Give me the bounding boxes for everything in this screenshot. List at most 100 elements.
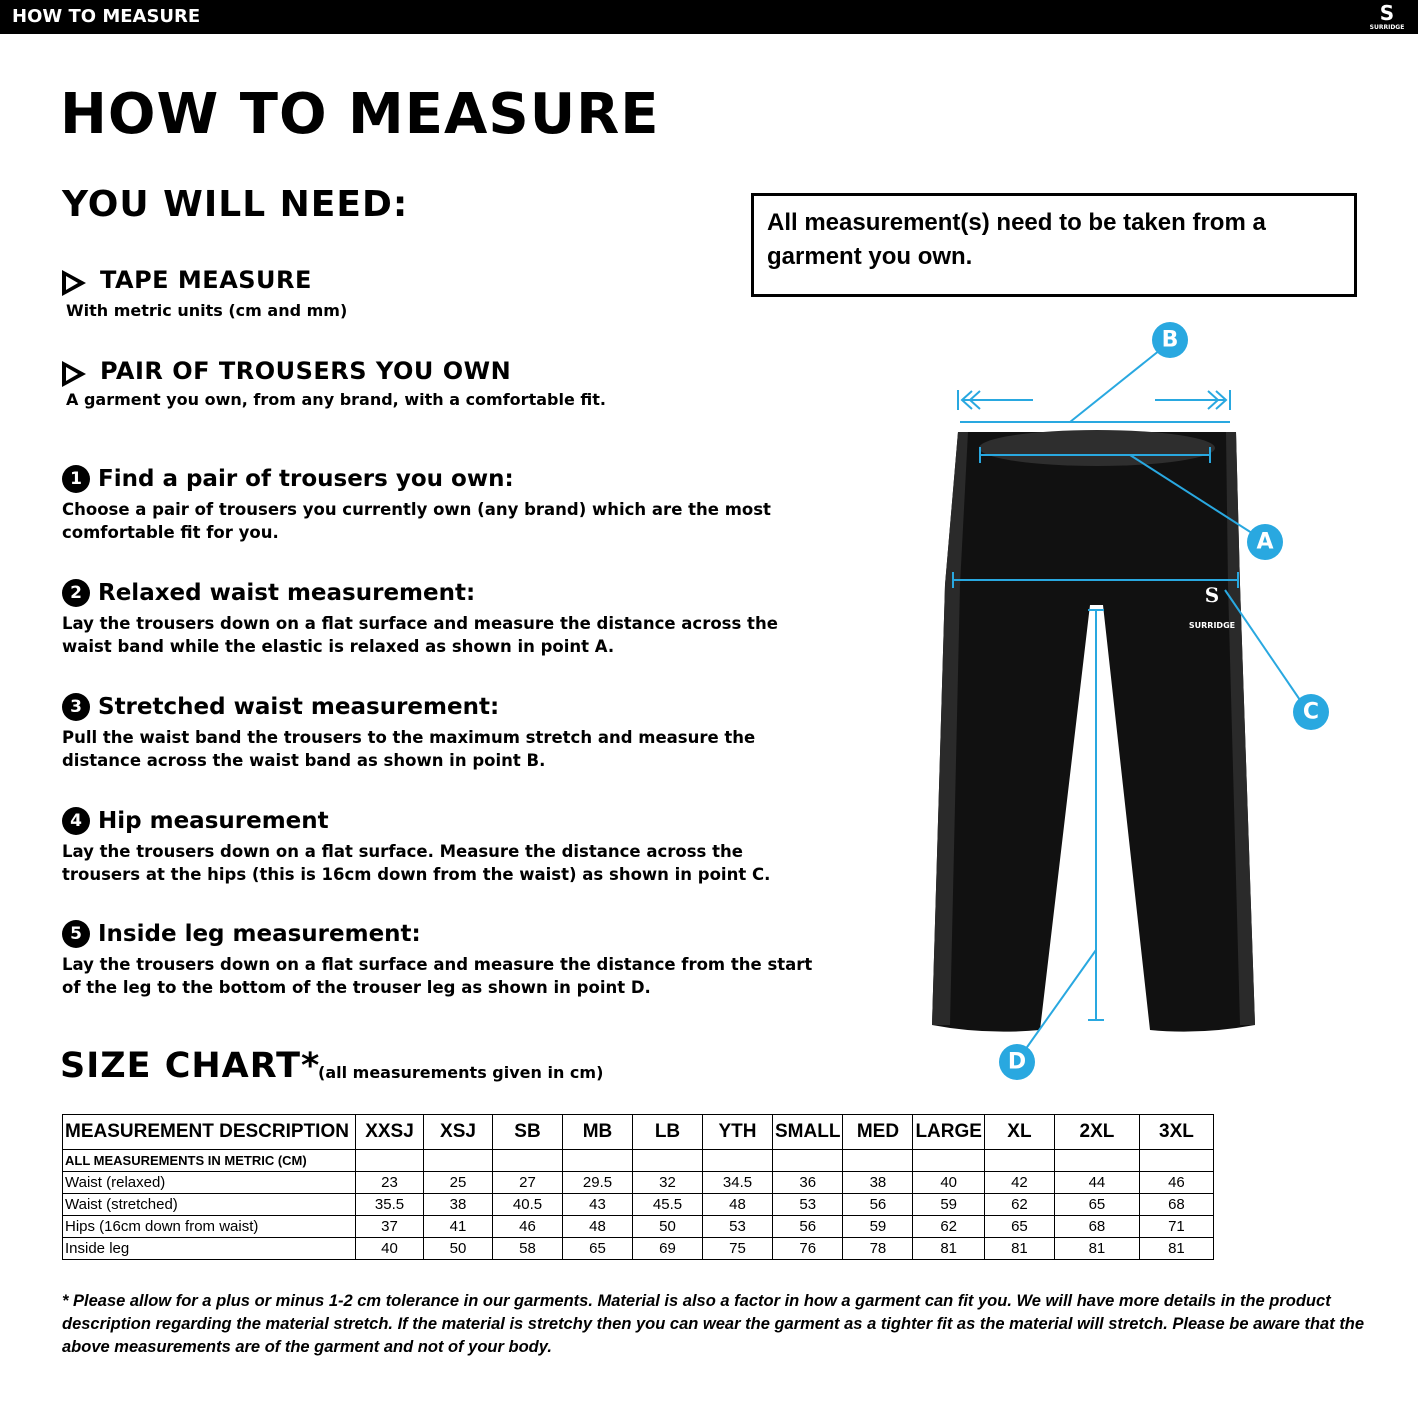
step-text: Lay the trousers down on a flat surface … <box>62 614 778 656</box>
footnote: * Please allow for a plus or minus 1-2 c… <box>62 1292 1365 1356</box>
label-circle <box>1152 322 1188 358</box>
cell: 50 <box>632 1215 703 1238</box>
label: A <box>1256 530 1273 555</box>
empty-cell <box>842 1149 914 1172</box>
cell: 62 <box>912 1215 985 1238</box>
cell: 40 <box>355 1237 424 1260</box>
table-row: Waist (stretched) 35.5 38 40.5 43 45.5 48 53 56 5… <box>62 1193 1214 1216</box>
step: 1 Find a pair of trousers you own: Choose … <box>62 464 822 544</box>
section-heading: YOU WILL NEED: <box>62 184 409 225</box>
header-cell: MED <box>842 1114 914 1150</box>
cell: 32 <box>632 1171 703 1194</box>
empty-cell <box>562 1149 633 1172</box>
cell: 46 <box>492 1215 563 1238</box>
row-label: Inside leg <box>62 1237 356 1260</box>
step-title: Find a pair of trousers you own: <box>98 466 514 492</box>
step-title: Inside leg measurement: <box>98 921 421 947</box>
item-title: TAPE MEASURE <box>100 266 312 294</box>
cell: 23 <box>355 1171 424 1194</box>
cell: 34.5 <box>702 1171 773 1194</box>
step-number: 3 <box>62 693 90 721</box>
header-cell: 2XL <box>1053 1114 1140 1150</box>
logo-mark: S <box>1205 583 1219 607</box>
step-heading: 4 Hip measurement <box>62 806 822 836</box>
cell: 48 <box>562 1215 633 1238</box>
cell: 46 <box>1138 1171 1214 1194</box>
header-cell: LARGE <box>912 1114 985 1150</box>
trousers <box>932 432 1255 1032</box>
table-subheader-row: ALL MEASUREMENTS IN METRIC (CM) <box>62 1149 1214 1172</box>
item-text: With metric units (cm and mm) <box>66 301 348 320</box>
cell: 41 <box>423 1215 493 1238</box>
step: 2 Relaxed waist measurement: Lay the trous… <box>62 578 822 658</box>
cell: 81 <box>983 1237 1055 1260</box>
cell: 53 <box>771 1193 844 1216</box>
header-cell: 3XL <box>1138 1114 1214 1150</box>
empty-cell <box>771 1149 844 1172</box>
step-text: Lay the trousers down on a flat surface … <box>62 955 813 997</box>
step-number: 2 <box>62 579 90 607</box>
cell: 62 <box>983 1193 1055 1216</box>
cell: 27 <box>492 1171 563 1194</box>
title: HOW TO MEASURE <box>60 82 660 147</box>
cell: 68 <box>1138 1193 1214 1216</box>
cell: 68 <box>1053 1215 1140 1238</box>
empty-cell <box>912 1149 985 1172</box>
empty-cell <box>1053 1149 1140 1172</box>
label-circle <box>999 1044 1035 1080</box>
cell: 58 <box>492 1237 563 1260</box>
cell: 35.5 <box>355 1193 424 1216</box>
empty-cell <box>632 1149 703 1172</box>
step-heading: 1 Find a pair of trousers you own: <box>62 464 822 494</box>
empty-cell <box>702 1149 773 1172</box>
cell: 59 <box>842 1215 914 1238</box>
label: C <box>1303 700 1319 725</box>
cell: 59 <box>912 1193 985 1216</box>
step: 5 Inside leg measurement: Lay the trousers… <box>62 919 822 999</box>
header-cell: YTH <box>702 1114 773 1150</box>
cell: 69 <box>632 1237 703 1260</box>
empty-cell <box>423 1149 493 1172</box>
cell: 44 <box>1053 1171 1140 1194</box>
logo-mark: S <box>1379 1 1395 25</box>
cell: 50 <box>423 1237 493 1260</box>
step-number: 1 <box>62 465 90 493</box>
label-circle <box>1293 694 1329 730</box>
cell: 78 <box>842 1237 914 1260</box>
size-chart-note: (all measurements given in cm) <box>318 1063 604 1082</box>
row-label: Waist (stretched) <box>62 1193 356 1216</box>
header-cell: XSJ <box>423 1114 493 1150</box>
header-cell: XL <box>983 1114 1055 1150</box>
row-label: Waist (relaxed) <box>62 1171 356 1194</box>
cell: 29.5 <box>562 1171 633 1194</box>
item-text: A garment you own, from any brand, with … <box>66 390 606 409</box>
step-title: Relaxed waist measurement: <box>98 580 476 606</box>
cell: 81 <box>1053 1237 1140 1260</box>
arrow-icon <box>62 270 86 296</box>
cell: 65 <box>983 1215 1055 1238</box>
cell: 25 <box>423 1171 493 1194</box>
cell: 45.5 <box>632 1193 703 1216</box>
subheader-cell: ALL MEASUREMENTS IN METRIC (CM) <box>62 1149 356 1172</box>
table-row: Waist (relaxed) 23 25 27 29.5 32 34.5 36 38 40 42 4… <box>62 1171 1214 1194</box>
cell: 81 <box>1138 1237 1214 1260</box>
cell: 40.5 <box>492 1193 563 1216</box>
step-text: Pull the waist band the trousers to the … <box>62 728 756 770</box>
step-text: Choose a pair of trousers you currently … <box>62 500 771 542</box>
empty-cell <box>1138 1149 1214 1172</box>
step-number: 5 <box>62 920 90 948</box>
step-heading: 2 Relaxed waist measurement: <box>62 578 822 608</box>
header-cell: XXSJ <box>355 1114 424 1150</box>
table-row: Inside leg 40 50 58 65 69 75 76 78 81 81 81 81 <box>62 1237 1214 1260</box>
header-title: HOW TO MEASURE <box>12 6 201 27</box>
header-cell: SB <box>492 1114 563 1150</box>
step-text: Lay the trousers down on a flat surface.… <box>62 842 771 884</box>
cell: 56 <box>771 1215 844 1238</box>
cell: 75 <box>702 1237 773 1260</box>
step-heading: 5 Inside leg measurement: <box>62 919 822 949</box>
table-header-row: MEASUREMENT DESCRIPTION XXSJ XSJ SB MB LB YTH S… <box>62 1114 1214 1150</box>
empty-cell <box>355 1149 424 1172</box>
row-label: Hips (16cm down from waist) <box>62 1215 356 1238</box>
cell: 65 <box>1053 1193 1140 1216</box>
cell: 76 <box>771 1237 844 1260</box>
